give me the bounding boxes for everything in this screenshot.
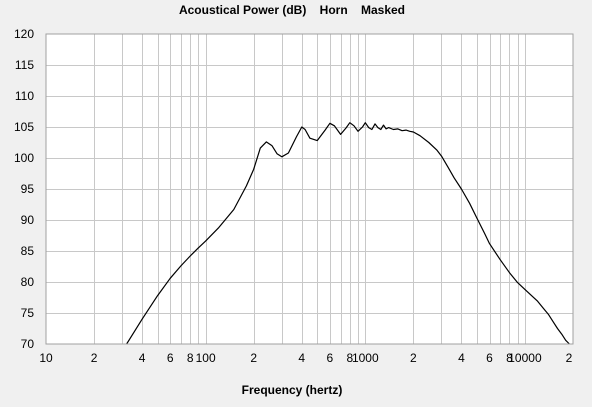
x-tick-label: 2 bbox=[91, 351, 98, 365]
x-tick-label: 1000 bbox=[352, 351, 379, 365]
chart-title: Acoustical Power (dB) Horn Masked bbox=[179, 3, 405, 17]
x-tick-label: 2 bbox=[566, 351, 573, 365]
series-line bbox=[126, 122, 570, 345]
y-tick-label: 70 bbox=[21, 337, 35, 351]
plot-frame bbox=[45, 33, 574, 345]
x-tick-label: 6 bbox=[167, 351, 174, 365]
y-tick-label: 100 bbox=[14, 151, 34, 165]
x-tick-label: 8 bbox=[346, 351, 353, 365]
x-tick-label: 2 bbox=[250, 351, 257, 365]
y-tick-label: 115 bbox=[15, 58, 34, 72]
x-tick-label: 2 bbox=[410, 351, 417, 365]
y-tick-label: 80 bbox=[21, 275, 35, 289]
series-group bbox=[126, 122, 570, 345]
x-tick-label: 6 bbox=[486, 351, 493, 365]
x-tick-label: 100 bbox=[196, 351, 216, 365]
y-tick-label: 85 bbox=[21, 244, 35, 258]
y-tick-label: 120 bbox=[14, 27, 34, 41]
x-tick-label: 4 bbox=[298, 351, 305, 365]
y-tick-label: 110 bbox=[15, 89, 34, 103]
y-tick-label: 90 bbox=[21, 213, 35, 227]
y-axis-tick-labels: 70 75 80 85 90 95 100 105 110 115 120 bbox=[14, 27, 34, 351]
x-tick-label: 8 bbox=[506, 351, 513, 365]
x-tick-label: 6 bbox=[327, 351, 334, 365]
y-tick-label: 105 bbox=[14, 120, 34, 134]
grid-lines bbox=[46, 34, 573, 344]
x-tick-label: 8 bbox=[187, 351, 194, 365]
x-tick-label: 4 bbox=[458, 351, 465, 365]
x-tick-label: 10 bbox=[39, 351, 53, 365]
y-tick-label: 75 bbox=[21, 306, 35, 320]
x-axis-title: Frequency (hertz) bbox=[242, 383, 343, 397]
x-tick-label: 4 bbox=[139, 351, 146, 365]
y-tick-label: 95 bbox=[21, 182, 35, 196]
x-tick-label: 10000 bbox=[508, 351, 542, 365]
